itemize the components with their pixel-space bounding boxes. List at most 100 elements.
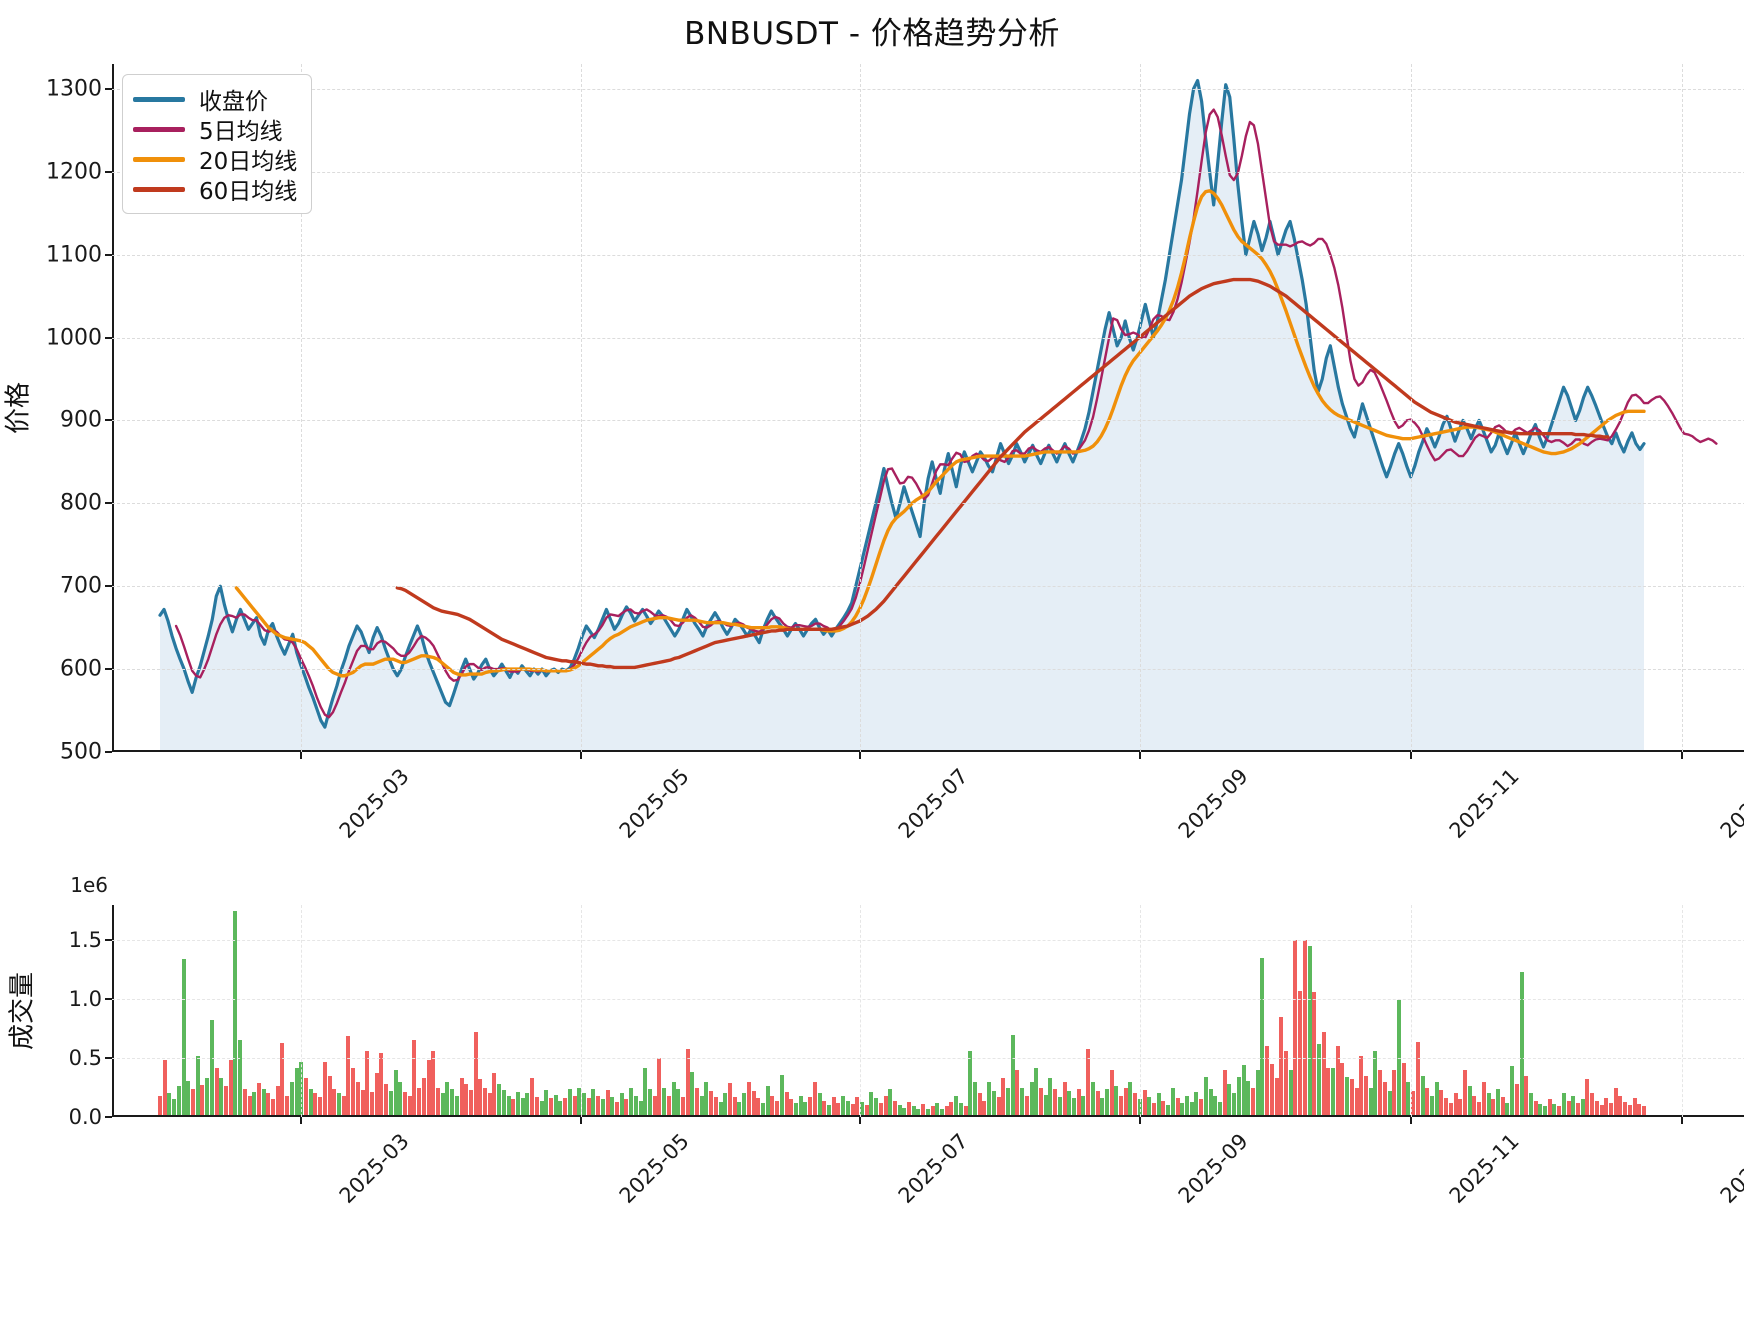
legend-item[interactable]: 20日均线 [133, 144, 298, 175]
volume-bar [1349, 1079, 1354, 1117]
volume-bar [1364, 1075, 1369, 1117]
legend[interactable]: 收盘价 5日均线 20日均线 60日均线 [122, 74, 313, 214]
volume-bar [205, 1078, 210, 1117]
volume-bar [1392, 1069, 1397, 1117]
volume-bar [1255, 1069, 1260, 1117]
volume-bar [695, 1087, 700, 1117]
volume-bar [1081, 1095, 1086, 1117]
volume-bar [850, 1104, 855, 1117]
volume-bar [1557, 1106, 1562, 1117]
volume-x-tick-mark [1138, 1117, 1141, 1124]
volume-bar [812, 1081, 817, 1117]
volume-bar [718, 1101, 723, 1117]
volume-bar [379, 1053, 384, 1117]
volume-bar [1538, 1104, 1543, 1117]
volume-y-axis-label: 成交量 [7, 971, 38, 1051]
volume-bar [1425, 1087, 1430, 1117]
volume-gridline-v [1410, 905, 1412, 1117]
volume-bar [1359, 1055, 1364, 1117]
volume-bar [685, 1048, 690, 1117]
volume-bar [1119, 1095, 1124, 1117]
volume-bar [610, 1096, 615, 1117]
volume-bar [944, 1106, 949, 1117]
volume-bar [600, 1099, 605, 1117]
volume-bar [412, 1040, 417, 1117]
volume-bar [1307, 946, 1312, 1117]
price-x-tick-mark [300, 752, 303, 759]
volume-bar [822, 1100, 827, 1117]
volume-bar [803, 1101, 808, 1117]
volume-bar [176, 1086, 181, 1117]
volume-bar [723, 1093, 728, 1117]
volume-bar [1312, 992, 1317, 1117]
volume-bar [883, 1095, 888, 1117]
volume-bar [897, 1105, 902, 1117]
legend-item[interactable]: 收盘价 [133, 84, 297, 115]
volume-y-tick-label: 0.5 [68, 1046, 102, 1071]
price-y-tick-mark [105, 668, 112, 671]
volume-bar [1627, 1105, 1632, 1117]
volume-bar [1434, 1081, 1439, 1117]
volume-bar [1519, 972, 1524, 1117]
price-gridline-h [112, 669, 1744, 671]
volume-bar [1340, 1062, 1345, 1117]
volume-bar [209, 1020, 214, 1117]
volume-bar [1453, 1093, 1458, 1117]
legend-item[interactable]: 5日均线 [133, 114, 297, 145]
volume-bar [407, 1095, 412, 1117]
volume-bar [525, 1093, 530, 1117]
legend-item[interactable]: 60日均线 [133, 174, 297, 205]
volume-gridline-v [580, 905, 582, 1117]
price-y-tick-mark [105, 170, 112, 173]
volume-bar [322, 1061, 327, 1117]
volume-bar [280, 1042, 285, 1117]
volume-bar [1481, 1081, 1486, 1117]
volume-bar [643, 1067, 648, 1117]
volume-bar [200, 1085, 205, 1117]
volume-bar [520, 1098, 525, 1117]
volume-bar [544, 1089, 549, 1117]
volume-bar [925, 1108, 930, 1117]
volume-bar [582, 1093, 586, 1117]
volume-bar [440, 1093, 445, 1117]
price-gridline-h [112, 503, 1744, 505]
volume-gridline-h [112, 940, 1744, 942]
volume-bar [742, 1093, 747, 1117]
volume-bar [1411, 1091, 1416, 1117]
volume-bar [629, 1087, 634, 1117]
volume-bar [1585, 1079, 1590, 1117]
price-y-tick-label: 700 [60, 573, 102, 599]
volume-bar [1415, 1041, 1420, 1117]
price-y-tick-mark [105, 751, 112, 753]
volume-x-tick-mark [1681, 1117, 1684, 1124]
volume-bar [530, 1078, 535, 1117]
price-series-line-2 [234, 189, 1646, 678]
volume-bar [1514, 1084, 1519, 1117]
price-y-tick-mark [105, 253, 112, 256]
volume-bar [294, 1067, 299, 1117]
price-x-tick-label: 2025-03 [334, 764, 414, 844]
price-y-tick-mark [105, 502, 112, 505]
volume-bar [996, 1096, 1001, 1117]
volume-bar [1637, 1104, 1642, 1117]
volume-bar [167, 1093, 172, 1117]
volume-bar [1495, 1088, 1500, 1117]
volume-bar [892, 1100, 897, 1117]
legend-item-label: 20日均线 [199, 149, 298, 175]
volume-x-tick-mark [579, 1117, 582, 1124]
volume-bar [1505, 1102, 1510, 1117]
volume-bar [1038, 1087, 1043, 1117]
volume-bar [223, 1086, 228, 1117]
volume-bar [572, 1095, 577, 1117]
volume-y-tick-mark [105, 998, 112, 1001]
volume-bar [732, 1096, 737, 1117]
volume-bar [911, 1106, 916, 1117]
volume-y-axis-line [112, 905, 114, 1117]
volume-x-tick-label: 2025-11 [1444, 1129, 1524, 1209]
volume-bar [765, 1086, 770, 1117]
volume-bar [1623, 1101, 1628, 1117]
price-series-line-1 [174, 108, 1718, 719]
volume-bar [982, 1100, 987, 1117]
volume-bar [888, 1088, 893, 1117]
